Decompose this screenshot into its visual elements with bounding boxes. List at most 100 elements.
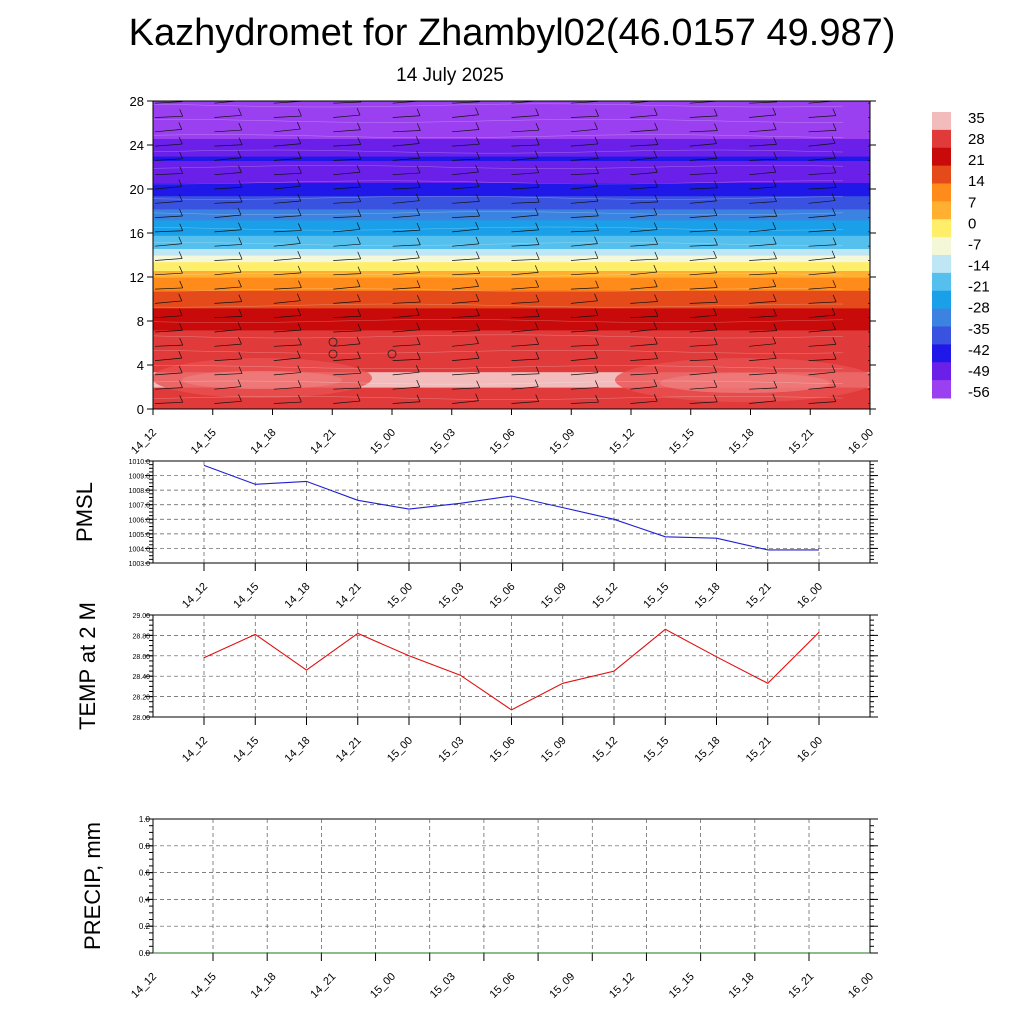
wind-barb <box>689 143 717 147</box>
heatmap-band <box>153 125 870 128</box>
y-tick-label: 16 <box>130 226 144 241</box>
wind-barb <box>808 401 836 404</box>
wind-barb <box>392 215 420 218</box>
wind-barb-flag <box>417 123 421 131</box>
heatmap-band <box>153 224 870 227</box>
colorbar: 35 28 21 14 7 0 -7 -14 -21 -28 -35 -42 -49 -56 <box>932 110 990 401</box>
wind-barb <box>392 272 420 276</box>
wind-barb <box>749 273 777 276</box>
wind-barb <box>749 286 776 290</box>
x-tick-label: 15_00 <box>368 427 398 457</box>
wind-barb-flag <box>357 237 361 245</box>
wind-barb-flag <box>476 266 480 274</box>
wind-barb-flag <box>654 366 659 374</box>
heatmap-band <box>153 169 870 172</box>
x-tick-label: 15_03 <box>428 971 458 1001</box>
contour-line <box>153 118 844 123</box>
wind-barb <box>689 130 718 133</box>
x-tick-label: 14_18 <box>283 581 313 611</box>
heatmap-band <box>153 149 870 153</box>
heatmap-band <box>153 365 870 368</box>
wind-barb-flag <box>832 123 837 131</box>
wind-barb <box>392 172 421 176</box>
heatmap-band <box>153 301 870 304</box>
wind-barb <box>452 258 480 261</box>
wind-barb-flag <box>654 194 659 202</box>
wind-barb-flag <box>178 351 183 359</box>
heatmap-band <box>153 153 870 157</box>
y-tick-label: 28.80 <box>132 633 150 640</box>
colorbar-label: -28 <box>968 300 990 317</box>
wind-barb <box>570 215 599 218</box>
heatmap-band <box>153 279 870 282</box>
wind-barb <box>214 258 243 261</box>
wind-barb <box>630 144 658 147</box>
wind-barb-flag <box>595 166 599 174</box>
wind-barb <box>392 401 421 404</box>
wind-barb-flag <box>595 223 599 231</box>
wind-barb-flag <box>595 395 599 403</box>
wind-barb-flag <box>893 395 896 402</box>
wind-barb <box>570 401 599 404</box>
wind-barb-flag <box>475 222 479 230</box>
heatmap-band <box>153 156 870 159</box>
wind-barb-flag <box>416 379 421 388</box>
wind-barb-flag <box>773 308 777 317</box>
heatmap-band <box>153 129 870 133</box>
wind-barb <box>689 229 718 233</box>
y-tick-label: 24 <box>130 138 144 153</box>
wind-barb-flag <box>597 101 599 102</box>
wind-barb <box>808 214 836 218</box>
y-tick-label: 1009.0 <box>129 474 151 481</box>
heatmap-band <box>153 380 870 384</box>
wind-barb-flag <box>653 207 658 216</box>
wind-barb <box>214 343 242 347</box>
wind-barb-flag <box>298 223 302 231</box>
wind-barb-flag <box>357 323 362 331</box>
heatmap-band <box>153 131 870 135</box>
colorbar-swatch <box>932 308 951 327</box>
wind-barb <box>452 372 480 376</box>
colorbar-label: 0 <box>968 215 976 232</box>
heatmap-band <box>153 103 870 106</box>
heatmap-band <box>153 310 870 313</box>
wind-barb-flag <box>594 293 598 301</box>
wind-barb-flag <box>654 237 658 245</box>
wind-barb <box>867 245 870 247</box>
wind-barb <box>273 272 302 276</box>
wind-barb <box>867 159 870 161</box>
x-tick-label: 15_06 <box>488 581 518 611</box>
contour-line <box>153 272 844 277</box>
heatmap-band <box>153 358 870 362</box>
wind-barb-flag <box>535 137 540 146</box>
wind-barb-flag <box>535 222 539 231</box>
heatmap-band <box>153 398 870 401</box>
wind-barb-flag <box>237 207 242 216</box>
wind-barb <box>749 114 776 118</box>
y-tick-label: 20 <box>130 182 144 197</box>
wind-barb-flag <box>832 180 837 188</box>
wind-barb <box>511 244 540 247</box>
x-tick-label: 15_18 <box>727 427 757 457</box>
colorbar-label: 35 <box>968 110 985 127</box>
wind-barb-flag <box>772 351 777 359</box>
wind-barb-flag <box>476 209 480 217</box>
wind-barb-flag <box>713 394 718 403</box>
wind-barb-flag <box>832 294 837 303</box>
x-tick-label: 15_15 <box>667 427 697 457</box>
wind-barb-flag <box>297 265 302 274</box>
wind-barb <box>273 200 301 204</box>
wind-barb-flag <box>713 322 718 331</box>
wind-barb <box>214 271 242 276</box>
wind-barb-flag <box>713 365 717 373</box>
wind-barb <box>154 344 183 347</box>
y-tick-label: 8 <box>137 314 144 329</box>
heatmap-band <box>153 127 870 131</box>
colorbar-label: -35 <box>968 321 990 338</box>
heatmap-band <box>153 140 870 144</box>
heatmap-band <box>153 142 870 146</box>
wind-barb-flag <box>534 150 539 159</box>
wind-barb <box>273 401 302 404</box>
wind-barb <box>333 101 361 104</box>
wind-barb-flag <box>238 222 242 230</box>
